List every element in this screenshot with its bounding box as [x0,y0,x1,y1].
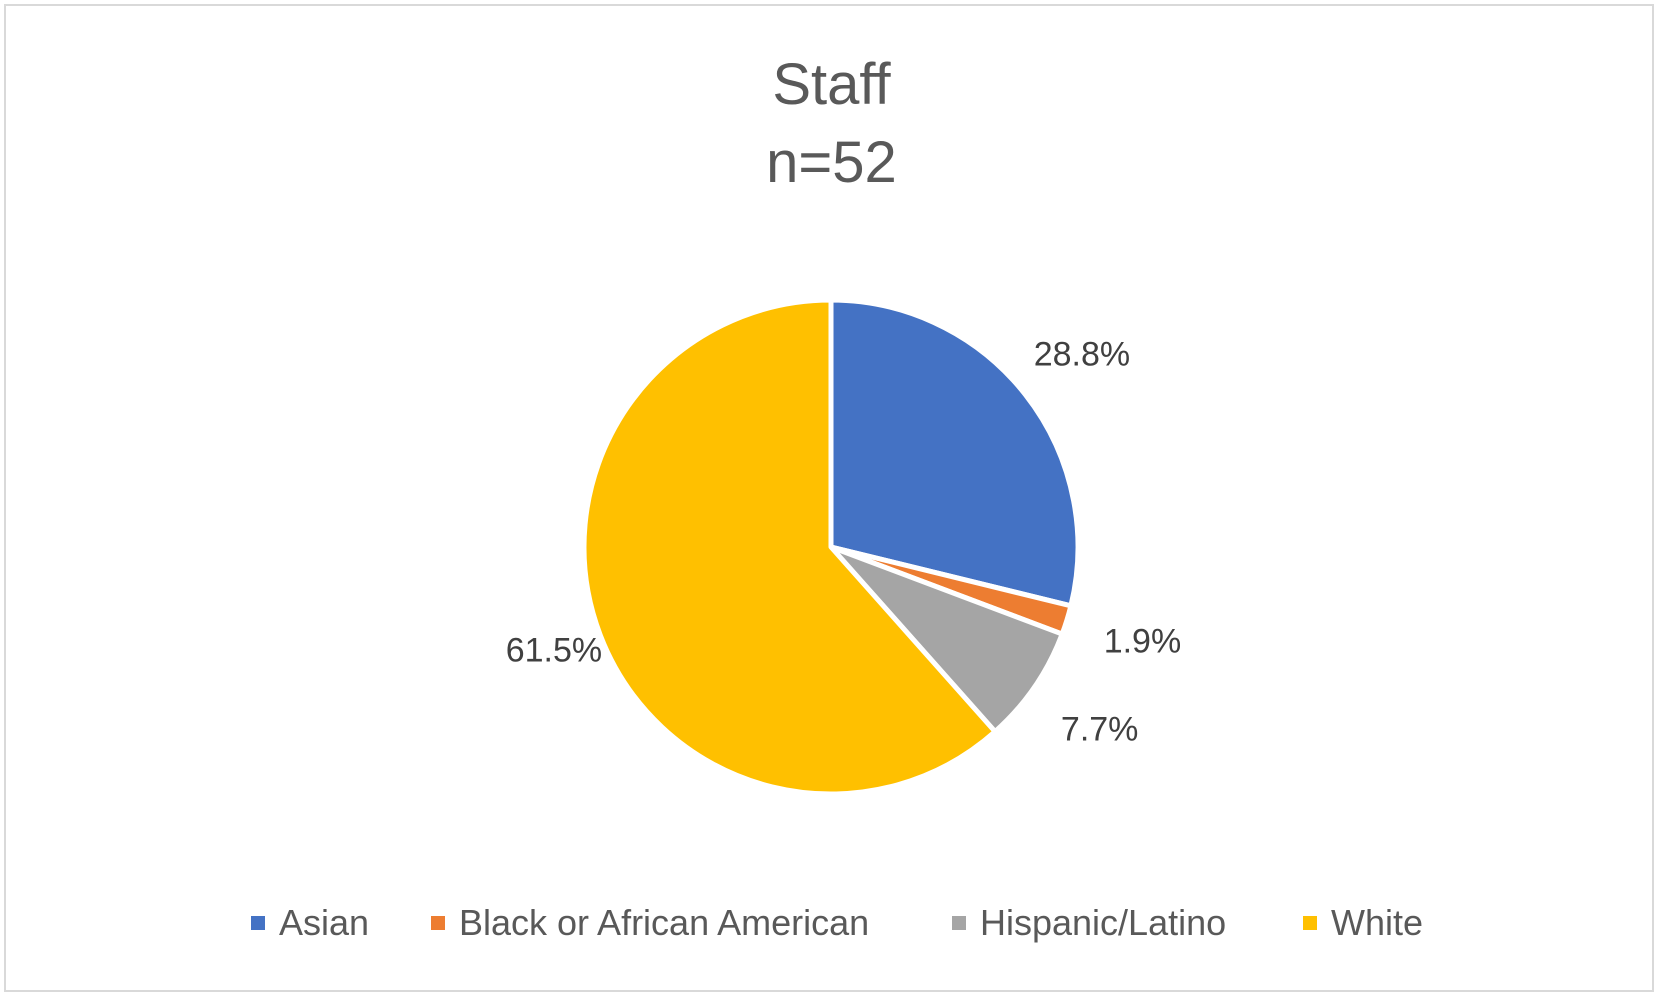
legend-label-white: White [1331,902,1424,943]
legend-swatch-white [1303,916,1317,930]
legend-label-hispanic-latino: Hispanic/Latino [980,902,1227,943]
legend-swatch-asian [251,916,265,930]
chart-subtitle-text: n=52 [766,130,897,195]
data-label-hispanic-latino: 7.7% [1061,711,1139,749]
legend-item-asian[interactable]: Asian [251,898,369,948]
data-label-asian: 28.8% [1034,335,1130,373]
legend-swatch-hispanic-latino [952,916,966,930]
pie-slice-asian[interactable] [828,297,1081,609]
legend-swatch-black-or-african-american [431,916,445,930]
pie-slice-hispanic-latino[interactable] [828,544,1065,735]
chart-legend: Asian Black or African American Hispanic… [0,898,1663,948]
legend-label-asian: Asian [279,902,370,943]
data-label-white: 61.5% [506,631,602,669]
legend-label-black-or-african-american: Black or African American [459,902,870,943]
pie-slice-white[interactable] [581,297,998,797]
legend-item-black-or-african-american[interactable]: Black or African American [431,898,869,948]
data-label-black-or-african-american: 1.9% [1104,622,1182,660]
chart-title-text: Staff [772,52,891,117]
chart-title: Staff n=52 [0,46,1663,202]
legend-item-white[interactable]: White [1303,898,1423,948]
legend-item-hispanic-latino[interactable]: Hispanic/Latino [952,898,1226,948]
